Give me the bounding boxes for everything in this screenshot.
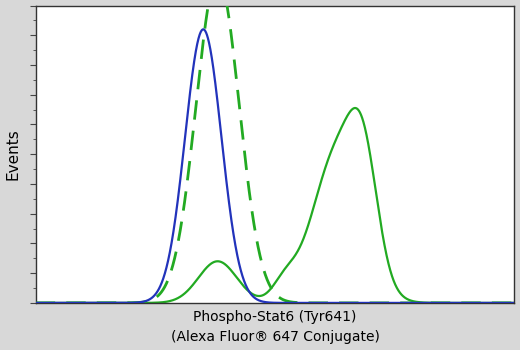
- Y-axis label: Events: Events: [6, 128, 21, 180]
- X-axis label: Phospho-Stat6 (Tyr641)
(Alexa Fluor® 647 Conjugate): Phospho-Stat6 (Tyr641) (Alexa Fluor® 647…: [171, 310, 380, 344]
